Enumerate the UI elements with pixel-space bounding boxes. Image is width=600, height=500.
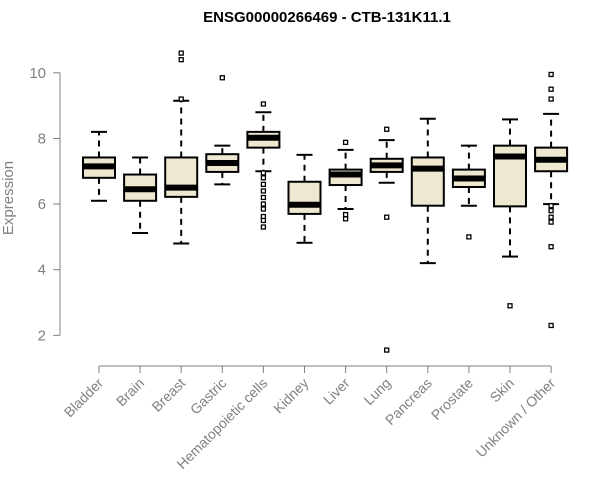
outlier-point [507,303,513,309]
y-tick-label: 2 [38,327,46,344]
outlier-point [260,201,267,207]
y-tick-label: 8 [38,130,46,147]
y-tick-label: 10 [29,65,46,82]
box-group [123,156,158,234]
outlier-point [466,234,472,240]
x-tick-label: Lung [360,375,393,408]
outlier-point [548,86,554,92]
box-group [287,153,322,244]
outlier-point [342,139,349,146]
outlier-point [342,211,349,218]
outlier-point [342,216,349,222]
box-group [164,50,199,245]
x-tick-label: Liver [320,375,353,408]
outlier-point [260,194,267,201]
outlier-point [548,203,554,209]
box-iqr [287,180,322,215]
box-group [534,71,569,329]
outlier-point [548,244,554,250]
outlier-point [548,322,554,329]
outlier-point [260,101,267,107]
outlier-point [548,214,554,220]
outlier-point [260,181,267,188]
outlier-point [384,214,390,220]
box-group [451,144,486,240]
outlier-point [260,170,267,176]
box-group [82,130,116,202]
x-tick-label: Skin [487,375,518,406]
outlier-point [548,207,554,214]
outlier-point [384,347,390,353]
x-tick-label: Brain [113,375,147,409]
outlier-point [260,188,267,194]
y-tick-label: 6 [38,196,46,213]
outlier-point [219,75,225,81]
outlier-point [260,175,267,181]
outlier-point [548,96,554,102]
outlier-point [178,57,184,63]
x-tick-label: Prostate [428,375,476,423]
box-group [205,75,240,186]
box-group [369,126,404,353]
y-axis-label: Expression [0,161,17,235]
x-tick-label: Breast [148,375,188,415]
outlier-point [178,96,184,102]
outlier-point [178,50,184,56]
y-tick-label: 4 [38,262,46,279]
x-tick-label: Bladder [61,375,107,421]
box-group [493,118,527,309]
outlier-point [548,71,554,78]
box-iqr [164,156,199,198]
box-group [410,117,445,265]
box-iqr [410,156,445,207]
box-group [328,139,363,222]
box-group [246,101,281,230]
boxes-group [82,50,569,353]
outlier-point [384,126,390,132]
outlier-point [260,206,267,212]
outlier-point [548,219,554,225]
y-axis: 2 4 6 8 10 [29,65,61,344]
x-tick-label: Kidney [270,375,312,417]
outlier-point [260,217,267,224]
outlier-point [260,224,267,230]
chart-title: ENSG00000266469 - CTB-131K11.1 [203,9,451,26]
